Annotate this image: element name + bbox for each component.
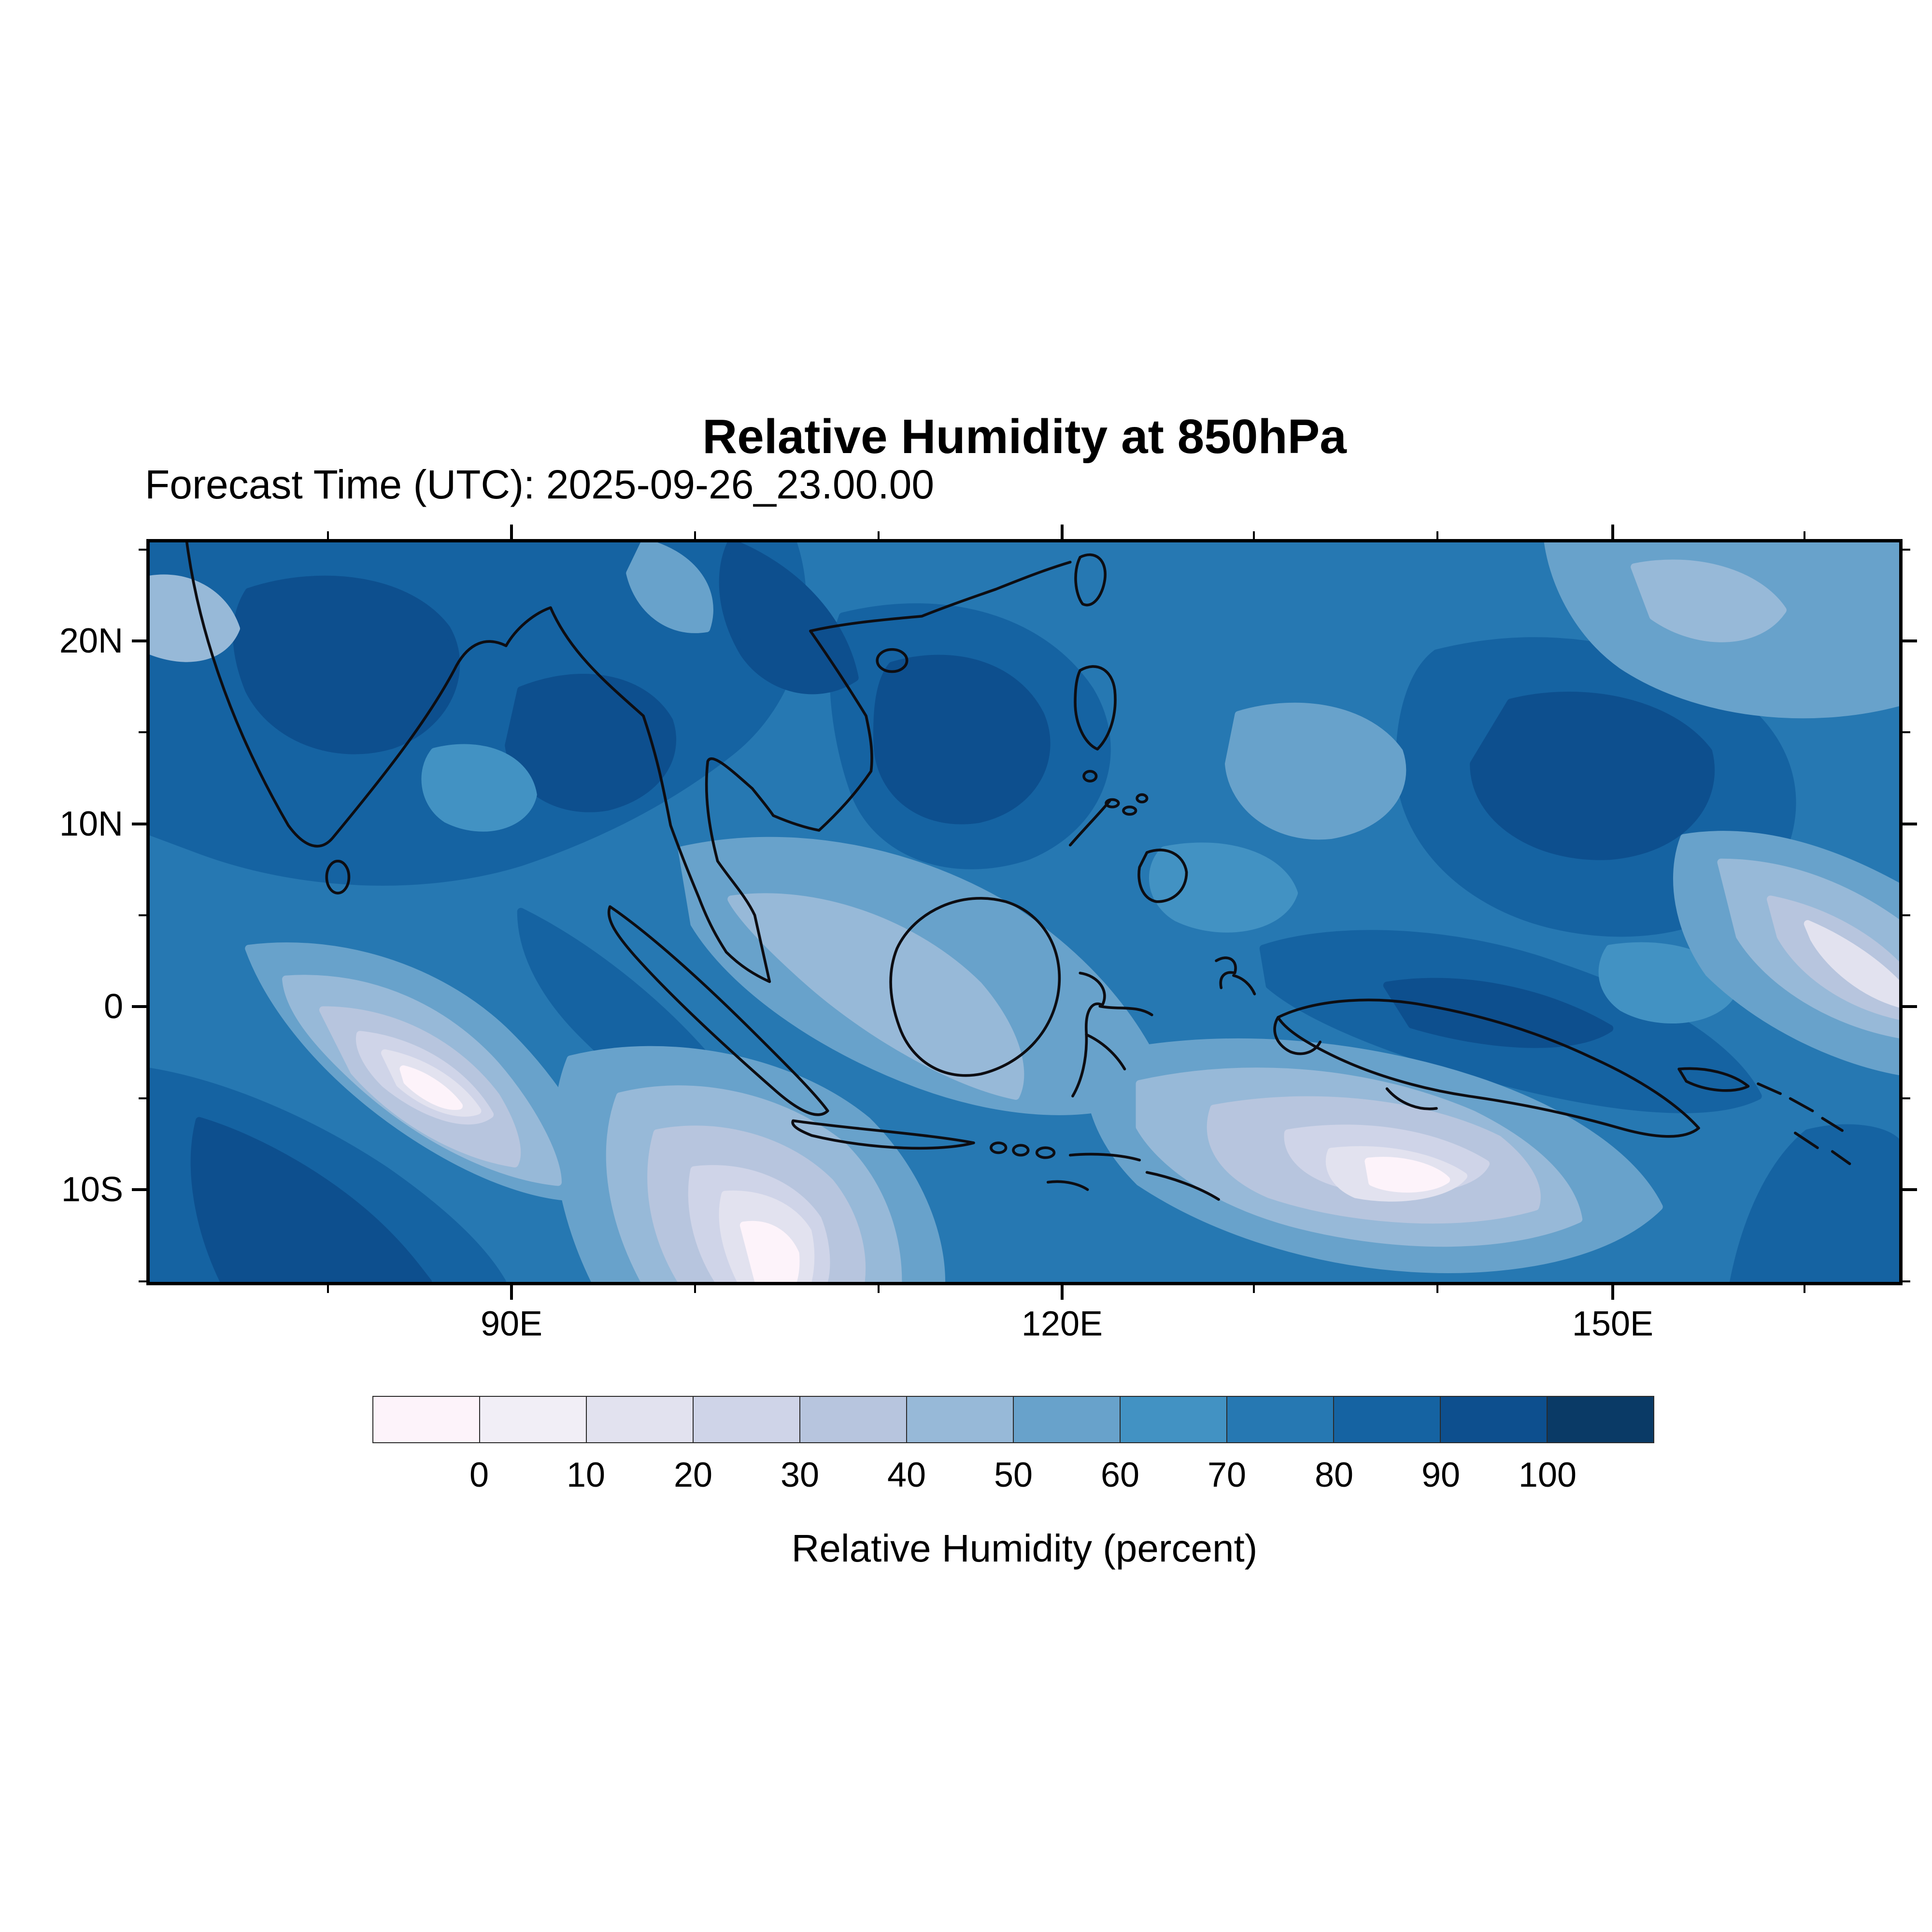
tick-mark — [1903, 914, 1910, 916]
tick-mark — [327, 531, 329, 539]
tick-mark — [139, 914, 146, 916]
xtick-150E: 150E — [1572, 1305, 1654, 1343]
colorbar-tick-100: 100 — [1518, 1456, 1577, 1494]
ytick-20N: 20N — [59, 622, 123, 660]
tick-mark — [510, 1285, 513, 1300]
map-plot — [146, 539, 1903, 1285]
tick-mark — [1436, 531, 1438, 539]
colorbar-box — [1121, 1396, 1227, 1443]
tick-mark — [878, 1285, 880, 1293]
colorbar-box — [372, 1396, 480, 1443]
tick-mark — [1903, 549, 1910, 551]
colorbar-box — [694, 1396, 800, 1443]
tick-mark — [1903, 1280, 1910, 1282]
xtick-90E: 90E — [480, 1305, 543, 1343]
tick-mark — [1253, 531, 1255, 539]
colorbar-tick-0: 0 — [469, 1456, 489, 1494]
colorbar-box — [1014, 1396, 1121, 1443]
humidity-map — [150, 542, 1899, 1282]
tick-mark — [1903, 823, 1917, 825]
colorbar-tick-50: 50 — [994, 1456, 1033, 1494]
tick-mark — [139, 731, 146, 733]
tick-mark — [1804, 531, 1805, 539]
colorbar-tick-80: 80 — [1314, 1456, 1354, 1494]
tick-mark — [139, 1280, 146, 1282]
tick-mark — [1436, 1285, 1438, 1293]
ytick-10S: 10S — [61, 1170, 123, 1209]
colorbar-box — [1227, 1396, 1334, 1443]
colorbar-tick-20: 20 — [673, 1456, 713, 1494]
tick-mark — [1903, 731, 1910, 733]
colorbar-tick-40: 40 — [887, 1456, 926, 1494]
colorbar-box — [480, 1396, 587, 1443]
tick-mark — [1061, 1285, 1064, 1300]
tick-mark — [1611, 525, 1614, 539]
tick-mark — [327, 1285, 329, 1293]
colorbar-tick-10: 10 — [566, 1456, 606, 1494]
xtick-120E: 120E — [1021, 1305, 1103, 1343]
colorbar-tick-90: 90 — [1421, 1456, 1461, 1494]
colorbar — [372, 1396, 1654, 1443]
colorbar-box — [1441, 1396, 1548, 1443]
colorbar-box — [587, 1396, 694, 1443]
ytick-10N: 10N — [59, 805, 123, 843]
colorbar-box — [907, 1396, 1014, 1443]
tick-mark — [510, 525, 513, 539]
tick-mark — [132, 1188, 146, 1191]
forecast-time-label: Forecast Time (UTC): 2025-09-26_23.00.00 — [145, 462, 935, 507]
colorbar-tick-60: 60 — [1100, 1456, 1140, 1494]
chart-title: Relative Humidity at 850hPa — [702, 410, 1347, 464]
colorbar-box — [1548, 1396, 1654, 1443]
tick-mark — [1804, 1285, 1805, 1293]
colorbar-box — [800, 1396, 907, 1443]
tick-mark — [1903, 1188, 1917, 1191]
tick-mark — [1903, 1005, 1917, 1008]
tick-mark — [878, 531, 880, 539]
tick-mark — [139, 549, 146, 551]
tick-mark — [1903, 639, 1917, 642]
ytick-0: 0 — [103, 987, 123, 1026]
tick-mark — [132, 1005, 146, 1008]
tick-mark — [1061, 525, 1064, 539]
tick-mark — [132, 639, 146, 642]
colorbar-label: Relative Humidity (percent) — [791, 1527, 1258, 1570]
coastlines — [185, 542, 1851, 1201]
tick-mark — [132, 823, 146, 825]
tick-mark — [1253, 1285, 1255, 1293]
tick-mark — [1903, 1097, 1910, 1099]
colorbar-tick-30: 30 — [780, 1456, 820, 1494]
colorbar-box — [1334, 1396, 1441, 1443]
tick-mark — [1611, 1285, 1614, 1300]
tick-mark — [139, 1097, 146, 1099]
tick-mark — [694, 1285, 696, 1293]
tick-mark — [694, 531, 696, 539]
colorbar-tick-70: 70 — [1207, 1456, 1247, 1494]
